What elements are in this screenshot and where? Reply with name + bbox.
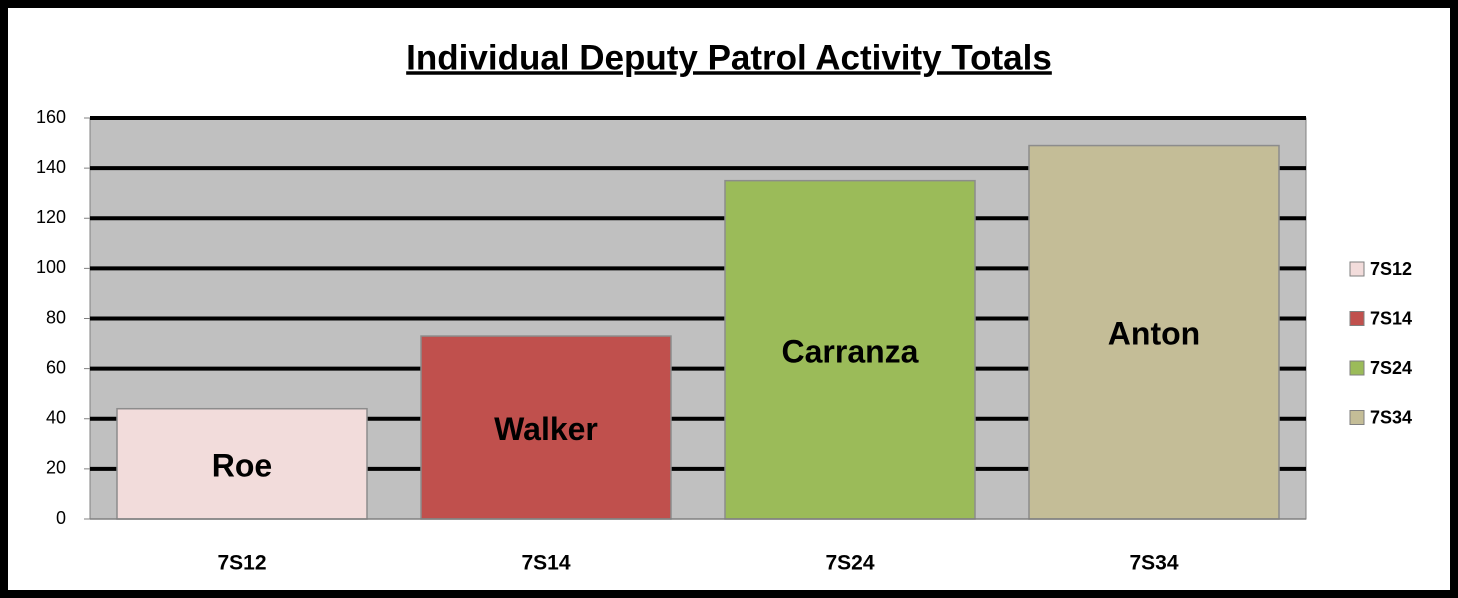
legend-swatch	[1349, 261, 1365, 277]
legend-swatch	[1349, 360, 1365, 376]
y-tick-label: 120	[36, 207, 66, 227]
y-tick-label: 60	[46, 357, 66, 377]
x-tick-label: 7S12	[217, 552, 266, 575]
bar	[116, 407, 368, 520]
legend-label: 7S24	[1370, 358, 1412, 378]
bar-label: Roe	[212, 447, 272, 483]
y-tick-label: 80	[46, 307, 66, 327]
y-tick-label: 0	[56, 508, 66, 528]
bar	[724, 179, 976, 520]
x-tick-label: 7S14	[521, 552, 570, 575]
bar	[420, 335, 672, 520]
bar-label: Walker	[494, 411, 598, 447]
y-tick-label: 140	[36, 157, 66, 177]
x-tick-label: 7S34	[1129, 552, 1178, 575]
bar-label: Anton	[1108, 316, 1200, 352]
x-tick-label: 7S24	[825, 552, 874, 575]
y-tick-label: 40	[46, 408, 66, 428]
bar	[1028, 144, 1280, 520]
y-tick-label: 160	[36, 107, 66, 127]
legend-label: 7S14	[1370, 308, 1412, 328]
chart-title: Individual Deputy Patrol Activity Totals	[406, 38, 1052, 77]
bar-label: Carranza	[782, 333, 919, 369]
y-tick-label: 20	[46, 458, 66, 478]
legend-label: 7S12	[1370, 259, 1412, 279]
legend-swatch	[1349, 311, 1365, 326]
legend-label: 7S34	[1370, 407, 1412, 427]
legend-swatch	[1349, 410, 1365, 425]
y-tick-label: 100	[36, 257, 66, 277]
